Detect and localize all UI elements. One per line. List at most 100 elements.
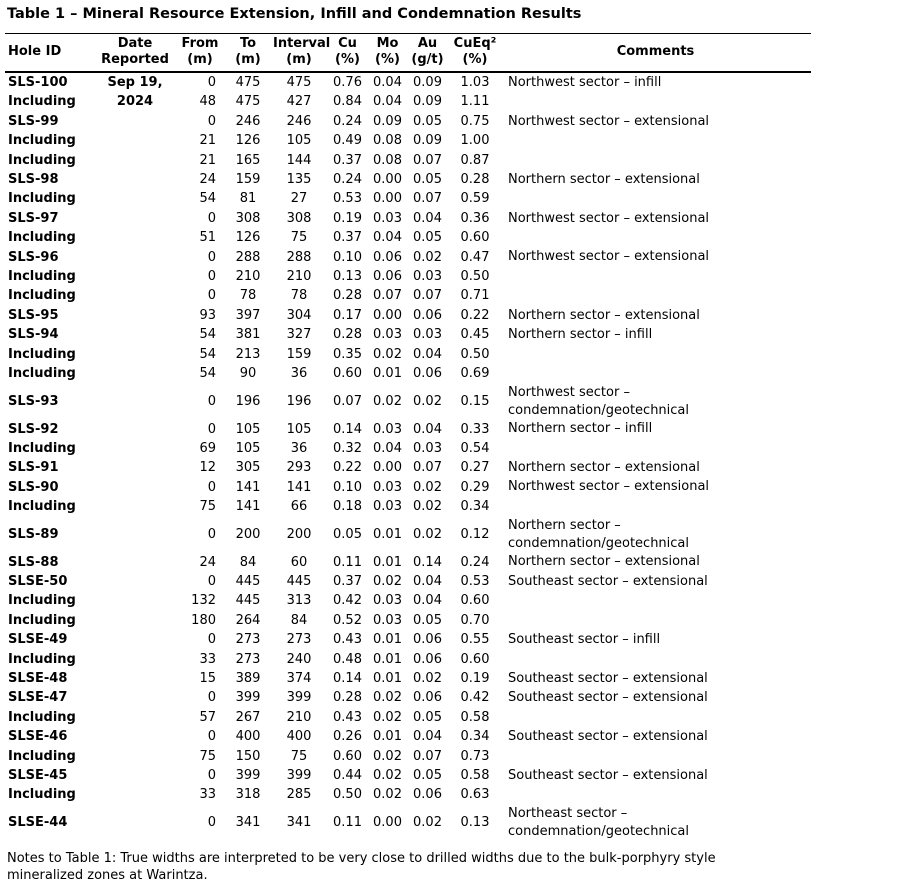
cell-cueq: 0.63 xyxy=(460,787,490,803)
cell-mo: 0.00 xyxy=(373,307,402,323)
cell-hole-id: Including xyxy=(8,748,76,764)
cell-from: 0 xyxy=(207,421,216,437)
table-row: SLS-99 0 246 246 0.24 0.09 0.05 0.75 Northwest s… xyxy=(5,112,811,131)
cell-cueq: 1.03 xyxy=(460,75,490,90)
cell-cu: 0.43 xyxy=(333,632,362,648)
cell-au: 0.07 xyxy=(413,460,442,476)
cell-cu: 0.14 xyxy=(333,421,362,437)
cell-date xyxy=(93,420,177,439)
cell-interval: 105 xyxy=(286,421,312,437)
cell-mo: 0.04 xyxy=(373,230,402,246)
cell-comments: Southeast sector – extensional xyxy=(508,728,708,744)
cell-hole-id: Including xyxy=(8,346,76,362)
cell-hole-id: Including xyxy=(8,191,76,207)
cell-comments: Northwest sector – extensional xyxy=(508,113,710,129)
cell-interval: 36 xyxy=(290,366,308,382)
cell-from: 21 xyxy=(199,133,216,149)
cell-cueq: 0.28 xyxy=(460,172,490,188)
cell-comments xyxy=(500,286,811,305)
cell-hole-id: Including xyxy=(8,709,76,725)
cell-to: 264 xyxy=(235,612,261,628)
cell-au: 0.04 xyxy=(413,729,442,745)
cell-to: 81 xyxy=(239,191,257,207)
table-row: Including 132 445 313 0.42 0.03 0.04 0.60 xyxy=(5,591,811,610)
cell-au: 0.09 xyxy=(413,75,442,90)
cell-au: 0.07 xyxy=(413,748,442,764)
cell-comments: Northern sector – infill xyxy=(508,421,653,437)
cell-mo: 0.00 xyxy=(373,460,402,476)
cell-date xyxy=(93,611,177,630)
cell-hole-id: Including xyxy=(8,366,76,382)
cell-hole-id: Including xyxy=(8,593,76,609)
cell-cueq: 0.75 xyxy=(460,113,490,129)
cell-date xyxy=(93,170,177,189)
cell-cueq: 0.22 xyxy=(460,307,490,323)
cell-hole-id: SLSE-47 xyxy=(8,690,68,706)
cell-cueq: 0.60 xyxy=(460,230,490,246)
cell-au: 0.06 xyxy=(413,787,442,803)
cell-to: 210 xyxy=(235,269,261,285)
cell-cueq: 0.58 xyxy=(460,709,490,725)
cell-mo: 0.03 xyxy=(373,499,402,515)
cell-date xyxy=(93,517,177,553)
cell-to: 165 xyxy=(235,152,261,168)
table-row: SLS-91 12 305 293 0.22 0.00 0.07 0.27 Northern s… xyxy=(5,458,811,477)
cell-cu: 0.52 xyxy=(333,612,362,628)
table-row: SLS-89 0 200 200 0.05 0.01 0.02 0.12 Northern se… xyxy=(5,517,811,553)
cell-date xyxy=(93,325,177,344)
cell-mo: 0.01 xyxy=(373,651,402,667)
cell-comments: Northern sector – extensional xyxy=(508,460,700,476)
cell-date xyxy=(93,669,177,688)
table-row: Including 57 267 210 0.43 0.02 0.05 0.58 xyxy=(5,708,811,727)
cell-interval: 196 xyxy=(286,393,312,409)
cell-comments: Northeast sector – condemnation/geotechn… xyxy=(508,805,690,839)
cell-from: 0 xyxy=(207,75,216,90)
cell-from: 12 xyxy=(199,460,216,476)
cell-interval: 78 xyxy=(290,288,308,304)
cell-date xyxy=(93,248,177,267)
cell-au: 0.04 xyxy=(413,421,442,437)
cell-interval: 400 xyxy=(286,729,312,745)
cell-interval: 141 xyxy=(286,479,312,495)
cell-cueq: 0.60 xyxy=(460,593,490,609)
cell-date xyxy=(93,384,177,420)
cell-comments xyxy=(500,345,811,364)
cell-from: 0 xyxy=(207,632,216,648)
cell-interval: 313 xyxy=(286,593,312,609)
cell-to: 397 xyxy=(235,307,261,323)
cell-cu: 0.43 xyxy=(333,709,362,725)
cell-au: 0.05 xyxy=(413,172,442,188)
cell-comments: Northern sector – extensional xyxy=(508,171,700,187)
cell-cu: 0.10 xyxy=(333,479,362,495)
table-title: Table 1 – Mineral Resource Extension, In… xyxy=(7,6,582,22)
column-header-cu: Cu (%) xyxy=(325,33,370,73)
cell-comments: Northwest sector – condemnation/geotechn… xyxy=(508,384,690,418)
cell-date xyxy=(93,112,177,131)
cell-interval: 105 xyxy=(286,133,312,149)
table-row: Including 33 273 240 0.48 0.01 0.06 0.60 xyxy=(5,650,811,669)
cell-au: 0.09 xyxy=(413,133,442,149)
cell-interval: 374 xyxy=(286,670,312,686)
cell-cu: 0.60 xyxy=(333,748,362,764)
cell-cu: 0.24 xyxy=(333,113,362,129)
table-row: SLS-97 0 308 308 0.19 0.03 0.04 0.36 Northwest s… xyxy=(5,209,811,228)
cell-mo: 0.04 xyxy=(373,94,402,110)
cell-interval: 66 xyxy=(290,499,308,515)
cell-mo: 0.01 xyxy=(373,526,402,542)
cell-to: 105 xyxy=(235,421,261,437)
cell-interval: 293 xyxy=(286,460,312,476)
table-notes: Notes to Table 1: True widths are interp… xyxy=(7,850,716,884)
cell-from: 33 xyxy=(199,651,216,667)
cell-interval: 308 xyxy=(286,210,312,226)
cell-cueq: 0.50 xyxy=(460,269,490,285)
column-header-hole-id: Hole ID xyxy=(5,33,93,73)
cell-comments: Southeast sector – extensional xyxy=(508,767,708,783)
cell-to: 141 xyxy=(235,499,261,515)
cell-comments: Southeast sector – infill xyxy=(508,631,661,647)
cell-mo: 0.03 xyxy=(373,479,402,495)
cell-interval: 36 xyxy=(290,440,308,456)
cell-from: 0 xyxy=(207,768,216,783)
table-row: SLS-93 0 196 196 0.07 0.02 0.02 0.15 Northwest s… xyxy=(5,384,811,420)
cell-from: 0 xyxy=(207,288,216,304)
cell-comments: Northwest sector – infill xyxy=(508,74,662,90)
